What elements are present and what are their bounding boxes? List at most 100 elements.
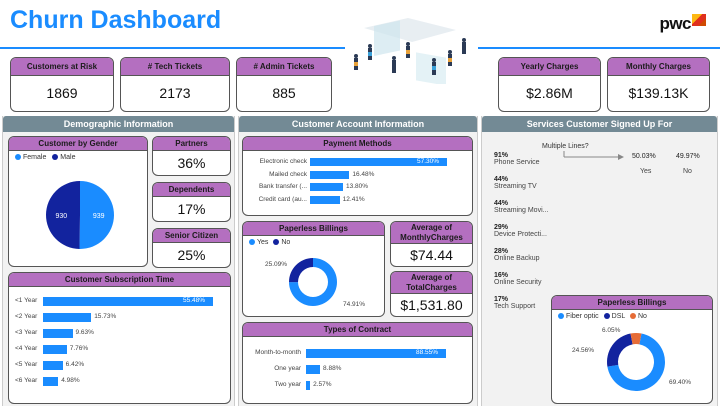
- internet-card: Paperless Billings Fiber optic DSL No 69…: [551, 295, 713, 404]
- bar: [306, 381, 311, 390]
- donut-label-fiber-optic: 69.40%: [669, 379, 691, 386]
- donut-label-dsl: 24.56%: [572, 347, 594, 354]
- legend-dot-yes: [249, 239, 255, 246]
- paperless-donut-chart: 74.91% 25.09%: [265, 258, 365, 308]
- logo-text: pwc: [659, 14, 691, 33]
- bar: [43, 377, 59, 386]
- kpi-label: Monthly Charges: [608, 58, 709, 76]
- donut-slice-yes: [289, 258, 337, 306]
- internet-legend: Fiber optic DSL No: [552, 310, 712, 323]
- kpi-value: $139.13K: [628, 85, 689, 101]
- bar-label: One year: [274, 365, 301, 372]
- contract-bar-chart: Month-to-month 88.55% One year 8.88% Two yea…: [243, 337, 472, 401]
- pie-label-male: 939: [93, 213, 105, 220]
- card-title: Senior Citizen: [153, 229, 230, 243]
- office-people-illustration: [354, 18, 466, 84]
- bar-label: <2 Year: [15, 313, 38, 320]
- subscription-card: Customer Subscription Time <1 Year 55.48%…: [8, 272, 231, 404]
- service-pct: 16%: [494, 272, 509, 279]
- multiple-lines-label: Multiple Lines?: [542, 143, 589, 150]
- service-item: 91% Phone Service: [494, 152, 554, 176]
- service-name: Phone Service: [494, 159, 540, 166]
- bar: [43, 361, 63, 370]
- bar-label: <3 Year: [15, 329, 38, 336]
- bar: [43, 345, 67, 354]
- legend-dsl: DSL: [611, 313, 625, 320]
- card-title: Paperless Billings: [552, 296, 712, 310]
- donut-label-no: 25.09%: [265, 261, 287, 268]
- services-list: 91% Phone Service 44% Streaming TV 44% Stream…: [494, 152, 554, 320]
- bar-value: 8.88%: [323, 365, 342, 372]
- service-pct: 29%: [494, 224, 509, 231]
- bar-value: 4.98%: [61, 377, 80, 384]
- kpi-yearly-charges: Yearly Charges $2.86M: [498, 57, 601, 112]
- card-title: Average of MonthlyCharges: [391, 222, 472, 244]
- donut-label-no: 6.05%: [602, 327, 621, 334]
- paperless-legend: Yes No: [243, 236, 384, 249]
- bar: [310, 195, 340, 204]
- internet-donut-chart: 69.40% 24.56% 6.05%: [572, 327, 691, 391]
- card-title: Partners: [153, 137, 230, 151]
- bar-label: <4 Year: [15, 345, 38, 352]
- card-title: Types of Contract: [243, 323, 472, 337]
- avg-total-value: $1,531.80: [400, 297, 463, 313]
- card-title: Customer by Gender: [9, 137, 147, 151]
- avg-monthly-card: Average of MonthlyCharges $74.44: [390, 221, 473, 267]
- legend-dot-male: [52, 154, 59, 161]
- bar-value: 12.41%: [342, 195, 365, 203]
- bar: [306, 365, 321, 374]
- bar-label: Electronic check: [259, 158, 307, 165]
- bar-label: Month-to-month: [255, 349, 301, 356]
- bar-value: 9.63%: [75, 329, 94, 336]
- bar-value: 6.42%: [65, 361, 85, 368]
- bar-label: <6 Year: [15, 377, 38, 384]
- pie-label-female: 930: [55, 213, 67, 220]
- donut-slice-no: [630, 333, 642, 345]
- contract-card: Types of Contract Month-to-month 88.55% On…: [242, 322, 473, 404]
- payment-bar-chart: Electronic check 57.30% Mailed check 16.48%…: [243, 151, 472, 213]
- service-item: 29% Device Protecti...: [494, 224, 554, 248]
- kpi-monthly-charges: Monthly Charges $139.13K: [607, 57, 710, 112]
- service-pct: 44%: [494, 176, 509, 183]
- kpi-value: 1869: [46, 85, 78, 101]
- logo-mark-icon: [692, 14, 706, 26]
- kpi-label: Customers at Risk: [11, 58, 113, 76]
- gender-card: Customer by Gender Female Male 939 930: [8, 136, 148, 267]
- multiple-lines-yes-pct: 50.03%: [632, 153, 656, 160]
- avg-total-card: Average of TotalCharges $1,531.80: [390, 271, 473, 317]
- legend-dot-no: [273, 239, 280, 246]
- kpi-label: # Admin Tickets: [237, 58, 331, 76]
- header-divider-left: [0, 47, 345, 49]
- card-title: Dependents: [153, 183, 230, 197]
- bar-label: <5 Year: [15, 361, 38, 368]
- kpi-label: # Tech Tickets: [121, 58, 229, 76]
- legend-dot-fiber: [558, 313, 564, 320]
- pie-slice-male: [79, 181, 114, 249]
- legend-dot-dsl: [603, 313, 610, 320]
- legend-male: Male: [60, 154, 76, 161]
- avg-monthly-value: $74.44: [410, 247, 453, 263]
- donut-slice-fiber-optic: [607, 333, 665, 391]
- kpi-tech-tickets: # Tech Tickets 2173: [120, 57, 230, 112]
- bar-value: 88.55%: [416, 349, 439, 356]
- bar-label: Two year: [274, 381, 301, 388]
- service-pct: 17%: [494, 296, 509, 303]
- bar-label: Mailed check: [269, 170, 307, 178]
- subscription-bar-chart: <1 Year 55.48% <2 Year 15.73% <3 Year 9.63% <4…: [9, 287, 230, 397]
- paperless-account-card: Paperless Billings Yes No 74.91% 25.09%: [242, 221, 385, 317]
- senior-card: Senior Citizen 25%: [152, 228, 231, 268]
- legend-dot-female: [15, 154, 21, 161]
- service-item: 28% Online Backup: [494, 248, 554, 272]
- kpi-value: 2173: [159, 85, 191, 101]
- bar: [43, 329, 73, 338]
- page-title: Churn Dashboard: [10, 6, 222, 34]
- kpi-admin-tickets: # Admin Tickets 885: [236, 57, 332, 112]
- bar: [43, 297, 213, 306]
- card-title: Paperless Billings: [243, 222, 384, 236]
- service-name: Online Security: [494, 279, 542, 286]
- payment-card: Payment Methods Electronic check 57.30% Ma…: [242, 136, 473, 216]
- bar: [310, 158, 447, 166]
- legend-yes: Yes: [257, 239, 269, 246]
- legend-no: No: [281, 239, 291, 246]
- kpi-value: $2.86M: [526, 85, 573, 101]
